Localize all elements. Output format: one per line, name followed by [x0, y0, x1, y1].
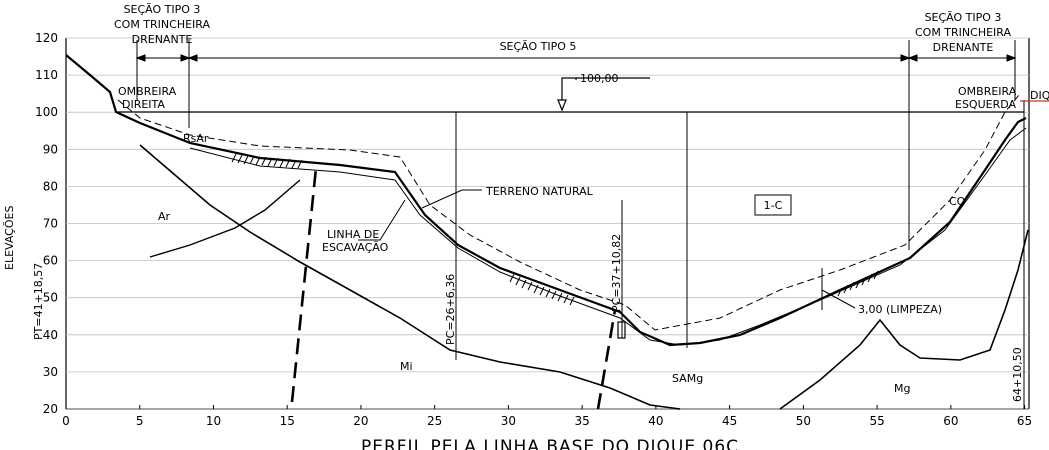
- soil-samg: SAMg: [672, 372, 703, 385]
- pc26-label: PC=26+6,36: [444, 274, 457, 345]
- linha-escavacao-line2: ESCAVAÇÃO: [322, 241, 389, 254]
- hatch-zone-1: [231, 153, 303, 169]
- crest-elevation: 100,00: [580, 72, 619, 85]
- section-left-line3: DRENANTE: [132, 33, 193, 46]
- y-tick-label: 40: [43, 328, 58, 342]
- st64-label: 64+10,50: [1011, 347, 1024, 402]
- section-right-line3: DRENANTE: [933, 41, 994, 54]
- limpeza-leader: [821, 289, 856, 309]
- x-tick-labels: 0 5 10 15 20 25 30 35 40 45 50 55 60 65: [62, 405, 1032, 428]
- section-middle-label: SEÇÃO TIPO 5: [500, 40, 577, 53]
- section-right-line1: SEÇÃO TIPO 3: [925, 11, 1002, 24]
- limpeza-label: 3,00 (LIMPEZA): [858, 303, 942, 316]
- y-tick-label: 110: [35, 68, 58, 82]
- dique-fragment: DIQ: [1030, 89, 1049, 102]
- drawing-title: PERFIL PELA LINHA BASE DO DIQUE 06C: [361, 437, 739, 450]
- soil-boundary-mi: [139, 144, 681, 410]
- station-lines: [455, 100, 1025, 409]
- y-tick-label: 90: [43, 142, 58, 156]
- design-outline-dashed: [117, 94, 1020, 331]
- escavacao-leader: [358, 199, 406, 241]
- trench-line-left: [290, 167, 318, 403]
- x-tick-label: 5: [136, 414, 144, 428]
- soil-ar: Ar: [158, 210, 171, 223]
- y-tick-label: 120: [35, 31, 58, 45]
- crest-leader: [561, 77, 577, 100]
- excavation-line: [65, 54, 1027, 347]
- soil-boundary-mg: [779, 229, 1029, 410]
- y-axis-label: ELEVAÇÕES: [3, 206, 16, 270]
- y-tick-label: 50: [43, 291, 58, 305]
- ombreira-direita-line2: DIREITA: [122, 98, 165, 111]
- natural-terrain-line: [189, 127, 1027, 346]
- x-tick-label: 15: [280, 414, 295, 428]
- y-tick-label: 70: [43, 217, 58, 231]
- crest: [115, 77, 1024, 113]
- ombreira-direita-line1: OMBREIRA: [118, 85, 177, 98]
- pc37-notch: [617, 321, 626, 339]
- section-left-line1: SEÇÃO TIPO 3: [124, 3, 201, 16]
- terreno-natural-label: TERRENO NATURAL: [485, 185, 594, 198]
- box-1c: [754, 194, 792, 216]
- y-tick-label: 20: [43, 402, 58, 416]
- linha-escavacao-line1: LINHA DE: [327, 228, 379, 241]
- soil-mi: Mi: [400, 360, 413, 373]
- x-tick-label: 55: [869, 414, 884, 428]
- x-tick-label: 20: [353, 414, 368, 428]
- section-left-line2: COM TRINCHEIRA: [114, 18, 211, 31]
- ombreira-esquerda-line1: OMBREIRA: [958, 85, 1017, 98]
- hatching: [231, 153, 879, 306]
- y-tick-label: 80: [43, 179, 58, 193]
- x-tick-label: 30: [501, 414, 516, 428]
- x-tick-label: 45: [722, 414, 737, 428]
- x-tick-label: 25: [427, 414, 442, 428]
- gridlines: [66, 37, 1029, 410]
- soil-co: CO: [949, 195, 966, 208]
- x-tick-label: 65: [1017, 414, 1032, 428]
- soil-rsar: RsAr: [183, 132, 209, 145]
- x-tick-label: 0: [62, 414, 70, 428]
- box-1c-label: 1-C: [764, 199, 783, 212]
- y-tick-label: 30: [43, 365, 58, 379]
- soil-mg: Mg: [894, 382, 910, 395]
- x-tick-label: 35: [575, 414, 590, 428]
- terreno-leader: [421, 189, 482, 209]
- crest-triangle: [557, 99, 567, 112]
- y-tick-label: 100: [35, 105, 58, 119]
- y-tick-labels: 20 30 40 50 60 70 80 90 100 110 120: [35, 31, 58, 416]
- x-tick-label: 60: [943, 414, 958, 428]
- x-tick-label: 40: [648, 414, 663, 428]
- pc37-label: PC=37+10,82: [610, 234, 623, 312]
- dim-arrows: [135, 54, 1017, 62]
- section-dimensions: [135, 40, 1017, 250]
- ombreira-esquerda-line2: ESQUERDA: [955, 98, 1017, 111]
- pt-label: PT=41+18,57: [32, 263, 45, 340]
- soil-boundary-ar: [149, 179, 301, 258]
- hatch-zone-2: [509, 273, 575, 306]
- y-tick-label: 60: [43, 254, 58, 268]
- hatch-zone-3: [837, 270, 879, 297]
- x-tick-label: 10: [206, 414, 221, 428]
- section-right-line2: COM TRINCHEIRA: [915, 26, 1012, 39]
- x-tick-label: 50: [796, 414, 811, 428]
- trench-line-right: [596, 309, 617, 410]
